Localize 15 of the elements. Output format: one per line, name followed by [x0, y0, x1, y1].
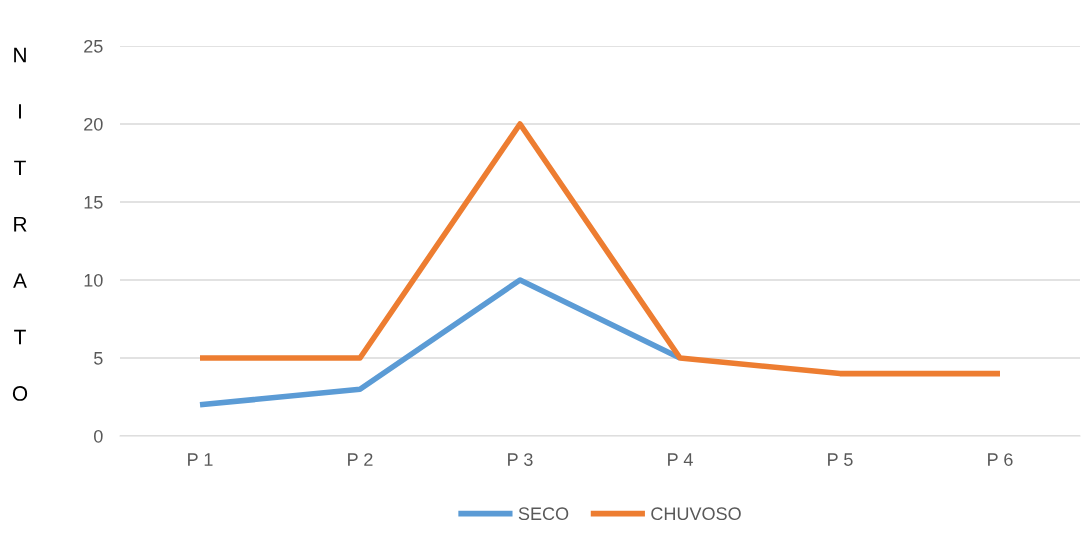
y-tick-label: 25: [84, 39, 103, 53]
x-tick-label: P 4: [668, 453, 693, 466]
x-tick-label: P 1: [188, 453, 213, 466]
y-tick-label: 20: [84, 117, 103, 131]
y-tick-label: 0: [94, 429, 103, 443]
y-tick-label: 5: [94, 352, 103, 365]
y-tick-label: 15: [84, 196, 103, 209]
x-tick-label: P 5: [828, 453, 853, 466]
x-tick-label: P 6: [988, 453, 1013, 466]
legend-label: CHUVOSO: [651, 507, 741, 521]
x-tick-label: P 3: [508, 453, 533, 466]
text: NITRATO: [12, 47, 28, 401]
x-tick-label: P 2: [348, 453, 373, 466]
y-tick-label: 10: [84, 273, 103, 287]
legend-label: SECO: [518, 507, 569, 521]
